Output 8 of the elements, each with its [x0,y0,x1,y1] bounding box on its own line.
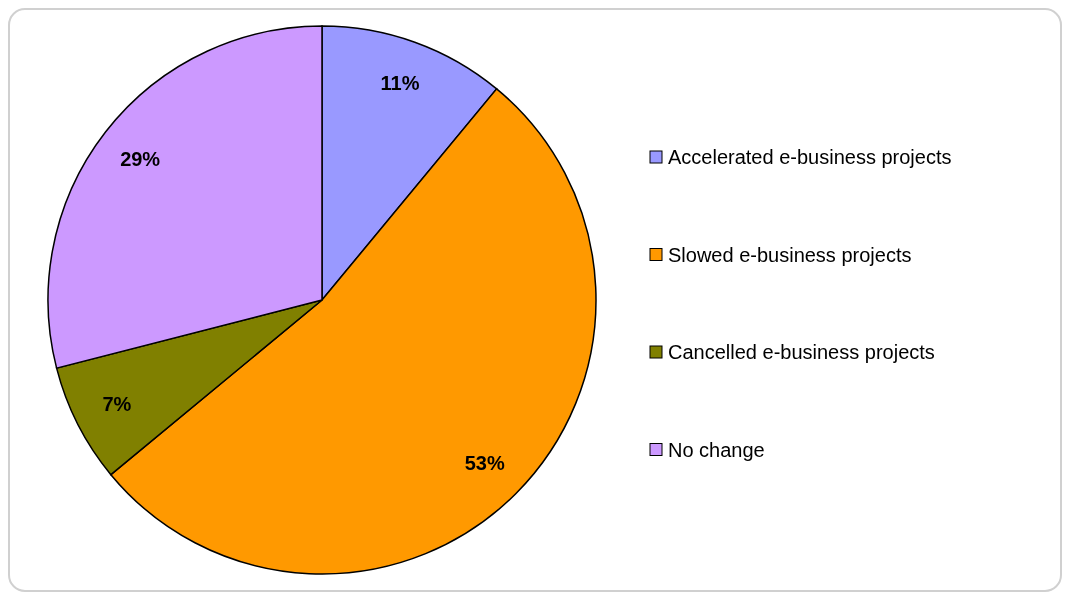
legend-label: Cancelled e-business projects [668,341,935,363]
legend-label: No change [668,438,765,461]
data-label: 7% [102,393,132,416]
legend-label: Slowed e-business projects [668,243,912,266]
data-label: 11% [380,72,420,95]
data-label: 53% [464,451,505,474]
data-label: 29% [120,147,161,170]
legend-label: Accelerated e-business projects [668,146,952,168]
